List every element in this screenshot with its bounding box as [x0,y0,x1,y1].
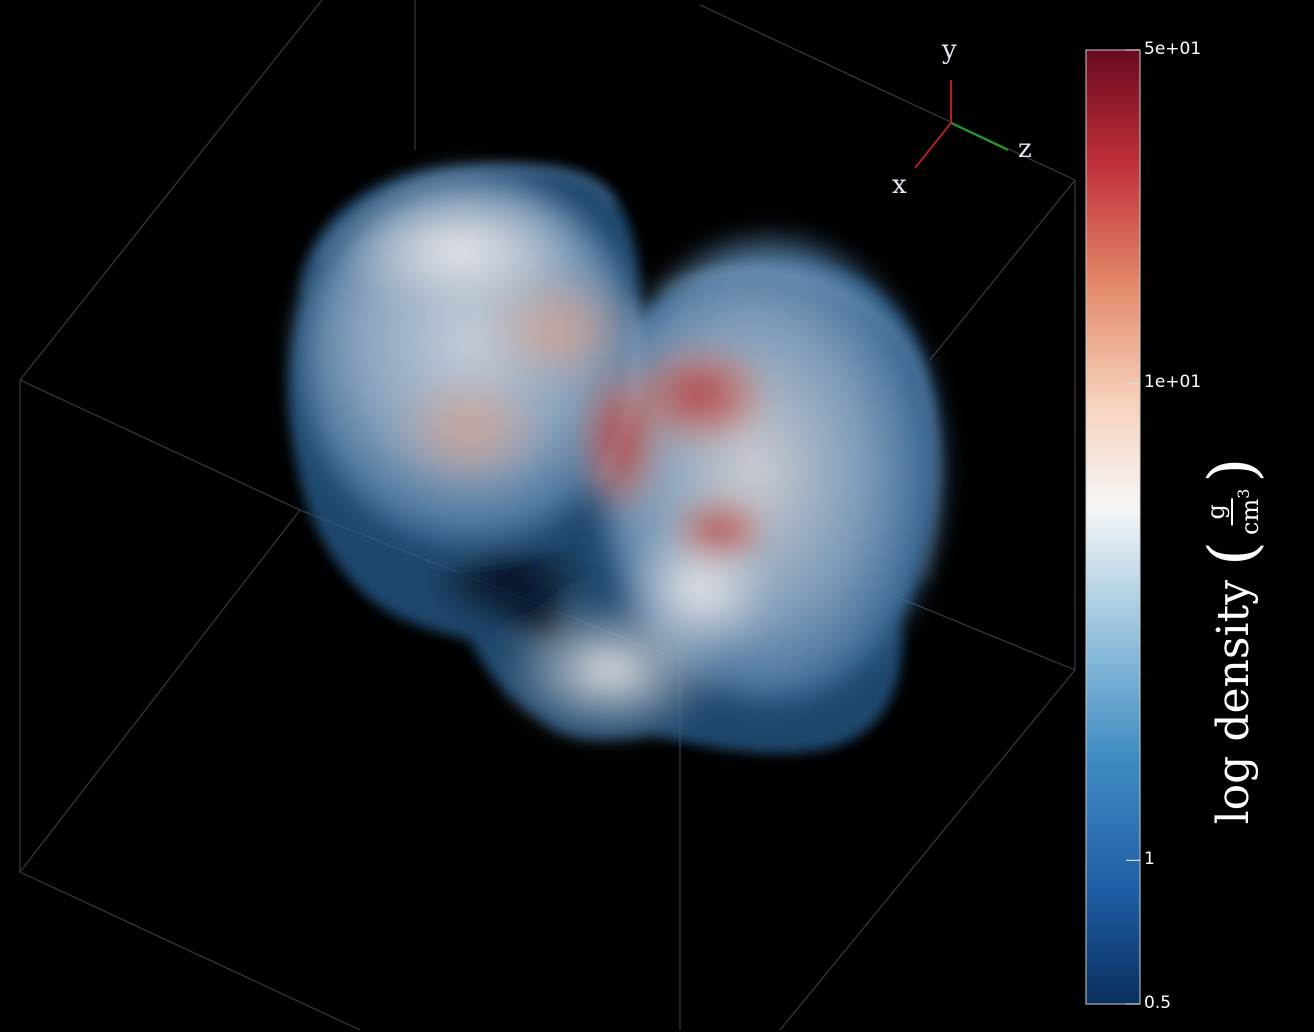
colorbar-title-text: log density [1207,579,1259,825]
colorbar [1085,49,1141,1005]
z-axis-label: z [1018,134,1032,164]
density-volume [288,163,940,754]
x-axis-label: x [892,170,907,200]
y-axis-label: y [941,35,957,65]
x-axis-line [914,122,952,169]
z-axis-line [950,122,1009,151]
unit-numerator: g [1202,498,1233,526]
colorbar-tick-label: 1e+01 [1144,372,1202,393]
colorbar-tick-label: 1 [1144,849,1155,870]
orientation-axes: y z x [892,35,1032,200]
colorbar-tick-label: 5e+01 [1144,39,1202,59]
unit-power: 3 [1234,488,1253,499]
colorbar-gradient [1085,49,1141,1005]
colorbar-tick-label: 0.5 [1144,993,1172,1013]
colorbar-title: log density ( g cm3 ) [1196,457,1270,825]
colorbar-unit: g cm3 [1202,488,1264,535]
unit-denominator: cm [1236,498,1264,535]
